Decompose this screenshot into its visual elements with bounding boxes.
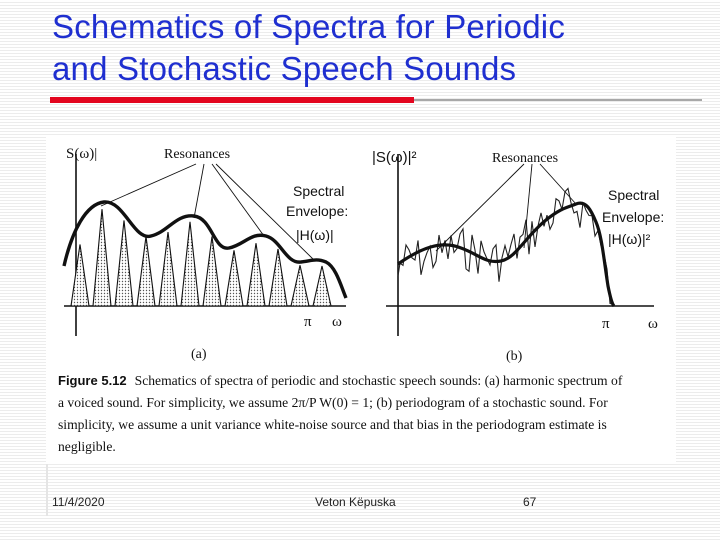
footer-page-number: 67 [523,495,537,509]
panel-a-resonance-pointer [193,163,205,219]
panel-a-pi-label: π [304,314,312,330]
harmonic-peak [70,244,90,307]
figure-caption-line-1: Figure 5.12 Schematics of spectra of peri… [58,372,672,389]
harmonic-peak [268,248,288,307]
figure-caption-line-2: a voiced sound. For simplicity, we assum… [58,395,608,410]
panel-a-resonance-pointer [211,163,265,237]
panel-b-y-axis-label: |S(ω)|² [372,149,417,166]
harmonic-peak [92,209,112,307]
panel-b-envelope-label-1: Spectral [608,187,659,203]
panel-a-y-axis-label: S(ω)| [66,146,97,162]
harmonic-peak [202,236,222,307]
panel-b-spectral-envelope [397,201,616,308]
figure-caption-line-4: negligible. [58,439,116,454]
harmonic-peak [312,265,332,307]
scanned-figure: S(ω)| Resonances Spectral Envelope: |H(ω… [46,136,676,464]
harmonic-peak [224,250,244,307]
title-divider-rule [414,99,702,101]
panel-b-pi-label: π [602,316,610,332]
panel-a-envelope-label-3: |H(ω)| [296,227,334,243]
harmonic-peak [290,265,310,307]
panel-b-resonance-pointer [435,163,525,252]
panel-a: S(ω)| Resonances Spectral Envelope: |H(ω… [62,146,348,362]
panel-a-envelope-label-2: Envelope: [286,203,348,219]
figure-number: Figure 5.12 [58,373,127,388]
harmonic-peak [158,232,178,307]
slide-title-line-1: Schematics of Spectra for Periodic [52,8,566,45]
panel-b-resonances-label: Resonances [492,151,558,166]
slide-title: Schematics of Spectra for Periodic and S… [52,6,692,90]
panel-b-label: (b) [506,349,523,364]
panel-a-omega-label: ω [332,314,342,330]
harmonic-peak [114,220,134,307]
panel-b: |S(ω)|² Resonances Spectral Envelope: |H… [372,149,664,364]
panel-a-label: (a) [191,347,207,362]
panel-b-resonance-pointer [523,163,533,249]
panel-a-resonance-pointer [215,163,315,261]
harmonic-peak [180,221,200,307]
panel-b-envelope-label-3: |H(ω)|² [608,231,651,247]
harmonic-peaks [70,209,332,307]
harmonic-peak [136,236,156,307]
slide-footer: 11/4/2020 Veton Këpuska 67 [0,492,720,512]
panel-a-spectral-envelope [62,200,348,299]
panel-b-resonance-pointer [539,163,577,205]
panel-b-omega-label: ω [648,316,658,332]
panel-b-periodogram [397,187,613,305]
footer-date: 11/4/2020 [52,495,105,509]
panel-a-resonance-pointer [100,163,197,207]
panel-b-envelope-label-2: Envelope: [602,209,664,225]
figure-caption-line-3: simplicity, we assume a unit variance wh… [58,417,607,432]
panel-a-resonances-label: Resonances [164,147,230,162]
slide-title-line-2: and Stochastic Speech Sounds [52,50,517,87]
title-accent-rule [50,97,414,103]
caption-text-1: Schematics of spectra of periodic and st… [134,373,623,388]
harmonic-peak [246,243,266,307]
figure-svg: S(ω)| Resonances Spectral Envelope: |H(ω… [62,146,664,364]
panel-a-envelope-label-1: Spectral [293,183,344,199]
footer-author: Veton Këpuska [315,495,396,509]
